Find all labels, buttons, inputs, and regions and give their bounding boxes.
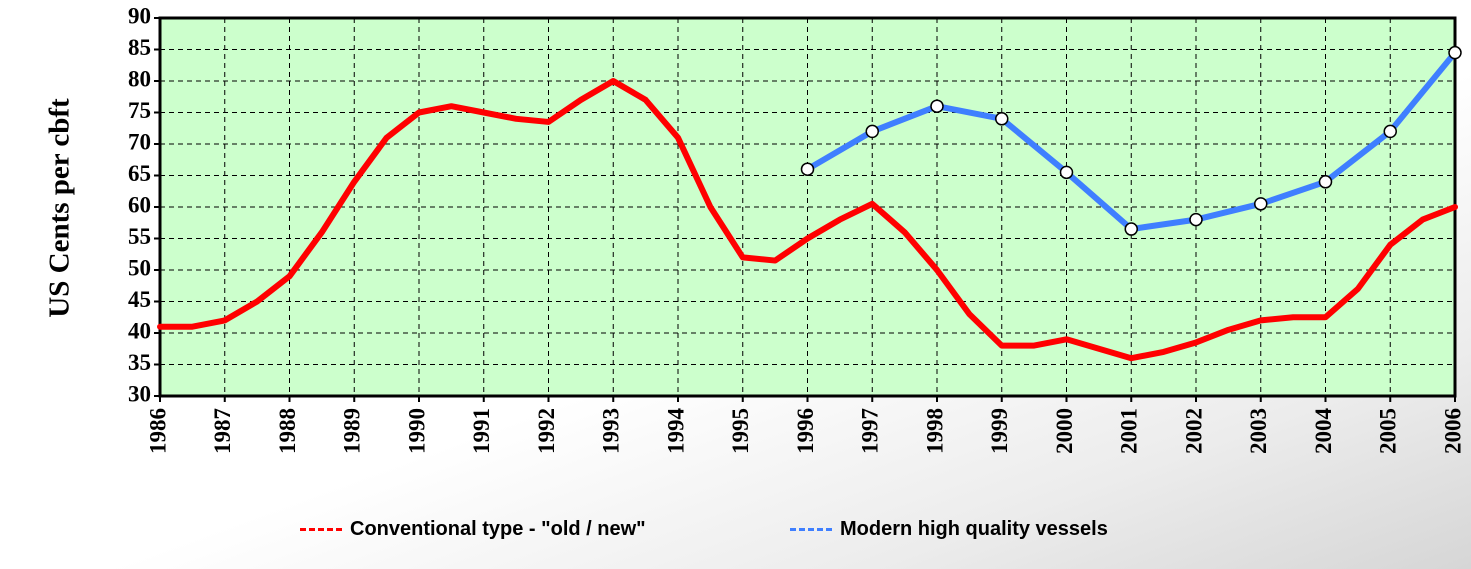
y-tick-label: 40 — [128, 318, 151, 343]
data-point — [1061, 166, 1073, 178]
data-point — [931, 100, 943, 112]
y-axis-label: US Cents per cbft — [44, 98, 76, 318]
data-point — [1384, 125, 1396, 137]
y-tick-label: 60 — [128, 192, 151, 217]
x-tick-label: 2003 — [1246, 408, 1271, 454]
x-tick-label: 2005 — [1376, 408, 1401, 454]
chart: US Cents per cbft 30 35 40 45 50 55 60 65 70 75 80… — [0, 0, 1471, 520]
x-tick-label: 1993 — [599, 408, 624, 454]
data-point — [802, 163, 814, 175]
y-tick-label: 75 — [128, 98, 151, 123]
y-tick-label: 50 — [128, 255, 151, 280]
y-tick-label: 70 — [128, 129, 151, 154]
data-point — [996, 113, 1008, 125]
y-tick-label: 85 — [128, 35, 151, 60]
x-tick-label: 1986 — [145, 408, 170, 454]
data-point — [1320, 176, 1332, 188]
x-tick-label: 2002 — [1181, 408, 1206, 454]
x-tick-label: 1988 — [275, 408, 300, 454]
legend-label: Conventional type - "old / new" — [350, 514, 646, 544]
x-tick-label: 1990 — [404, 408, 429, 454]
x-tick-label: 1991 — [469, 408, 494, 454]
data-point — [1190, 214, 1202, 226]
legend-item: Conventional type - "old / new" — [300, 514, 740, 544]
y-tick-label: 55 — [128, 224, 151, 249]
legend-swatch — [300, 528, 342, 531]
x-tick-label: 1998 — [922, 408, 947, 454]
x-tick-label: 2004 — [1311, 408, 1336, 455]
y-tick-label: 30 — [128, 381, 151, 406]
data-point — [866, 125, 878, 137]
y-tick-label: 90 — [128, 3, 151, 28]
x-tick-label: 1997 — [858, 408, 883, 454]
legend-label: Modern high quality vessels — [840, 514, 1108, 544]
data-point — [1449, 47, 1461, 59]
x-tick-label: 1992 — [534, 408, 559, 454]
legend-item: Modern high quality vessels — [790, 514, 1290, 544]
x-tick-label: 1995 — [728, 408, 753, 454]
y-tick-label: 65 — [128, 161, 151, 186]
x-tick-label: 1996 — [793, 408, 818, 454]
data-point — [1255, 198, 1267, 210]
x-tick-label: 2001 — [1117, 408, 1142, 454]
y-tick-label: 80 — [128, 66, 151, 91]
data-point — [1125, 223, 1137, 235]
y-tick-label: 35 — [128, 350, 151, 375]
x-tick-label: 1999 — [987, 408, 1012, 454]
x-tick-label: 2000 — [1052, 408, 1077, 454]
x-tick-label: 2006 — [1440, 408, 1465, 454]
x-tick-label: 1989 — [340, 408, 365, 454]
x-tick-label: 1987 — [210, 408, 235, 454]
legend-swatch — [790, 528, 832, 531]
y-tick-label: 45 — [128, 287, 151, 312]
page: {"chart_data": {"type": "line", "y_label… — [0, 0, 1471, 569]
x-tick-label: 1994 — [663, 408, 688, 455]
